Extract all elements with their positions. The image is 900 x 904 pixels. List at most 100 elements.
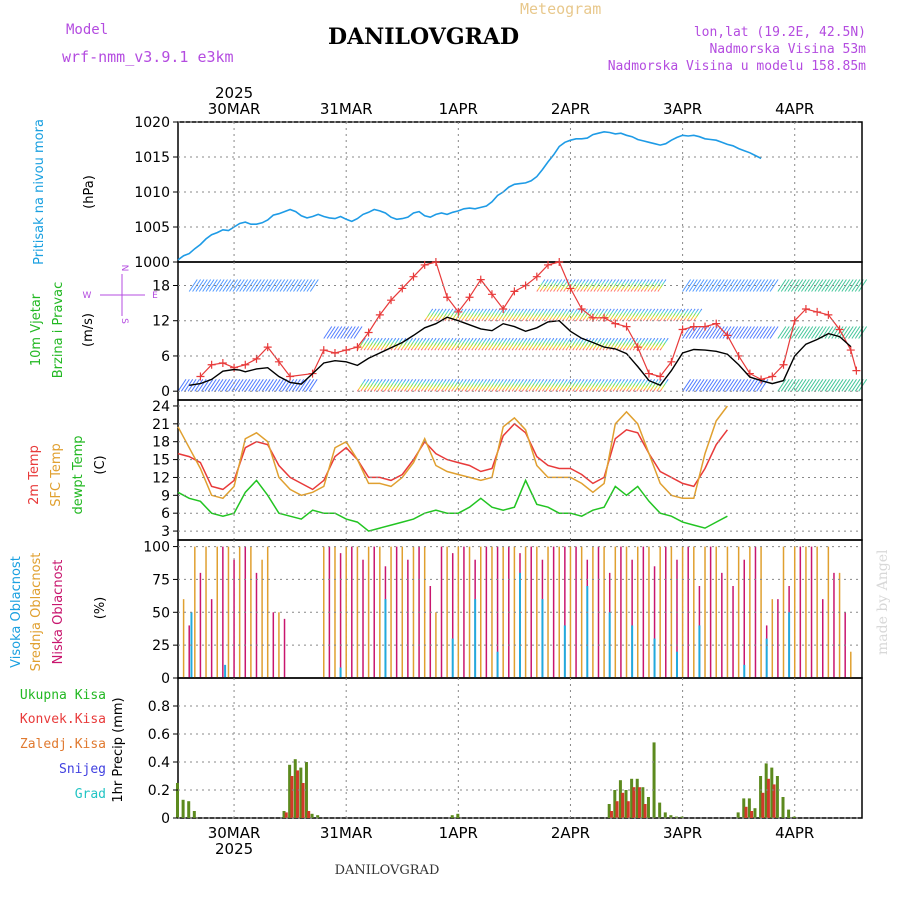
- precip-bar: [613, 790, 617, 818]
- wind-barb: [367, 379, 376, 392]
- wind-barb: [659, 379, 669, 392]
- gust-marker: [487, 290, 496, 299]
- wind-barb: [488, 308, 498, 322]
- gust-marker: [398, 284, 407, 293]
- wind-barb: [478, 337, 487, 351]
- wind-barb: [528, 337, 538, 351]
- wind-speed-line: [189, 316, 852, 387]
- wind-barb: [851, 379, 861, 392]
- wind-barb: [212, 279, 222, 292]
- wind-barb: [811, 326, 820, 339]
- gust-marker: [353, 343, 362, 352]
- gust-marker: [420, 260, 429, 269]
- wind-barb: [461, 379, 471, 392]
- wind-barb: [207, 379, 217, 392]
- wind-barb: [228, 379, 237, 392]
- wind-barb: [397, 337, 407, 351]
- wind-barb: [692, 326, 702, 339]
- wind-barb: [659, 308, 669, 322]
- wind-barb: [573, 279, 583, 292]
- wind-barb: [807, 326, 817, 339]
- wind-barb: [177, 379, 187, 392]
- pressure-ytick-label-0: 1000: [134, 255, 170, 271]
- clouds-ytick-label-4: 100: [143, 540, 170, 556]
- wind-barb: [814, 326, 824, 339]
- wind-barb: [261, 379, 271, 392]
- wind-barb: [619, 308, 629, 322]
- wind-barb: [639, 379, 649, 392]
- pressure-ytick-label-1: 1005: [134, 220, 170, 236]
- wind-barb: [589, 379, 598, 392]
- precip-bar: [674, 816, 678, 818]
- temperature-ytick-label-7: 24: [152, 399, 170, 415]
- wind-barb: [501, 379, 511, 392]
- wind-barb: [461, 337, 471, 351]
- wind-barb: [739, 379, 749, 392]
- wind-barb: [834, 379, 844, 392]
- wind-barb: [262, 279, 272, 292]
- lonlat-text: lon,lat (19.2E, 42.5N): [694, 25, 866, 40]
- wind-barb: [269, 279, 279, 292]
- pressure-line: [177, 130, 762, 261]
- wind-barb: [732, 326, 742, 339]
- wind-barb: [180, 379, 190, 392]
- wind-barb: [646, 337, 656, 351]
- wind-ylabel-1: 10m Vjetar: [29, 293, 44, 366]
- precip-bar: [747, 798, 751, 818]
- gust-marker: [813, 307, 822, 316]
- footer-title: DANILOVGRAD: [335, 863, 440, 878]
- wind-barb: [454, 379, 464, 392]
- wind-barb: [238, 379, 247, 392]
- wind-barb: [715, 279, 725, 292]
- temperature-ytick-label-1: 6: [161, 506, 170, 522]
- wind-barb: [424, 337, 434, 351]
- wind-barb: [531, 379, 541, 392]
- wind-barb: [286, 279, 296, 292]
- wind-barb: [225, 279, 235, 292]
- wind-barb: [732, 379, 742, 392]
- gust-marker: [465, 293, 474, 302]
- wind-barb: [549, 279, 559, 292]
- wind-barb: [424, 379, 434, 392]
- wind-barb: [380, 337, 390, 351]
- altitude-text: Nadmorska Visina 53m: [709, 42, 866, 57]
- wind-barb: [219, 279, 228, 292]
- wind-barb: [407, 337, 417, 351]
- precip-bar: [753, 808, 757, 818]
- precip-ytick-label-2: 0.4: [148, 755, 170, 771]
- precip-bar: [772, 784, 776, 818]
- wind-labels: 10m Vjetar Brzina i Pravac (m/s) N S W E: [29, 265, 158, 379]
- wind-barb: [387, 379, 397, 392]
- wind-barb: [613, 279, 623, 292]
- wind-barb: [715, 379, 725, 392]
- gust-marker: [555, 258, 564, 266]
- wind-barb: [457, 337, 467, 351]
- precip-bar: [775, 776, 779, 818]
- wind-ytick-label-0: 0: [161, 384, 170, 400]
- pressure-ytick-label-4: 1020: [134, 115, 170, 131]
- wind-barb: [552, 379, 561, 392]
- wind-barb: [787, 379, 797, 392]
- wind-barb: [397, 379, 407, 392]
- wind-barb: [488, 337, 498, 351]
- precip-bar: [626, 801, 630, 818]
- wind-barb: [769, 279, 779, 292]
- wind-barb: [404, 337, 413, 351]
- wind-barb: [609, 308, 619, 322]
- precip-bar: [609, 811, 613, 818]
- precip-unit: 1hr Precip (mm): [111, 697, 126, 802]
- wind-barb: [622, 337, 632, 351]
- pressure-ytick-label-2: 1010: [134, 185, 170, 201]
- wind-barb: [501, 308, 511, 322]
- chart-panels: 1000100510101015102006121836912151821240…: [134, 115, 868, 827]
- wind-barb: [579, 308, 588, 322]
- precip-bar: [680, 816, 684, 818]
- wind-barb: [596, 279, 606, 292]
- precip-bar: [288, 764, 292, 818]
- wind-barb: [619, 337, 629, 351]
- gust-marker: [274, 357, 283, 366]
- gust-marker: [263, 343, 272, 352]
- wind-barb: [636, 308, 646, 322]
- wind-barb: [797, 379, 807, 392]
- wind-barb: [224, 379, 234, 392]
